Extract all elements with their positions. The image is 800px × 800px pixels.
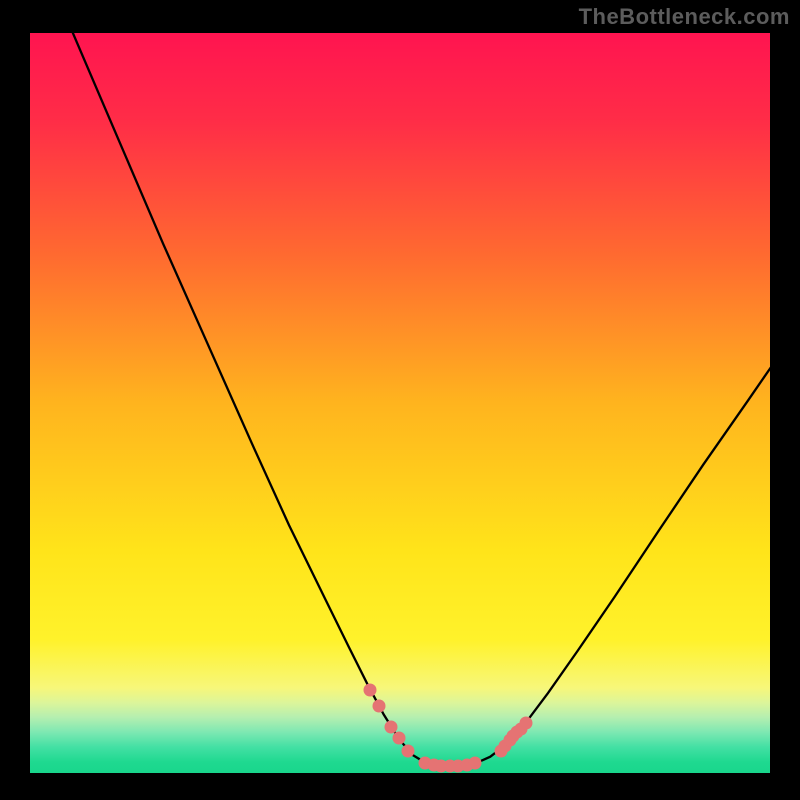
- data-marker: [364, 684, 377, 697]
- data-marker: [373, 700, 386, 713]
- data-marker: [519, 716, 532, 729]
- data-marker: [469, 757, 482, 770]
- watermark-text: TheBottleneck.com: [579, 4, 790, 30]
- data-marker: [392, 732, 405, 745]
- chart-outer: TheBottleneck.com: [0, 0, 800, 800]
- markers-layer: [30, 33, 770, 773]
- data-marker: [402, 744, 415, 757]
- plot-area: [30, 33, 770, 773]
